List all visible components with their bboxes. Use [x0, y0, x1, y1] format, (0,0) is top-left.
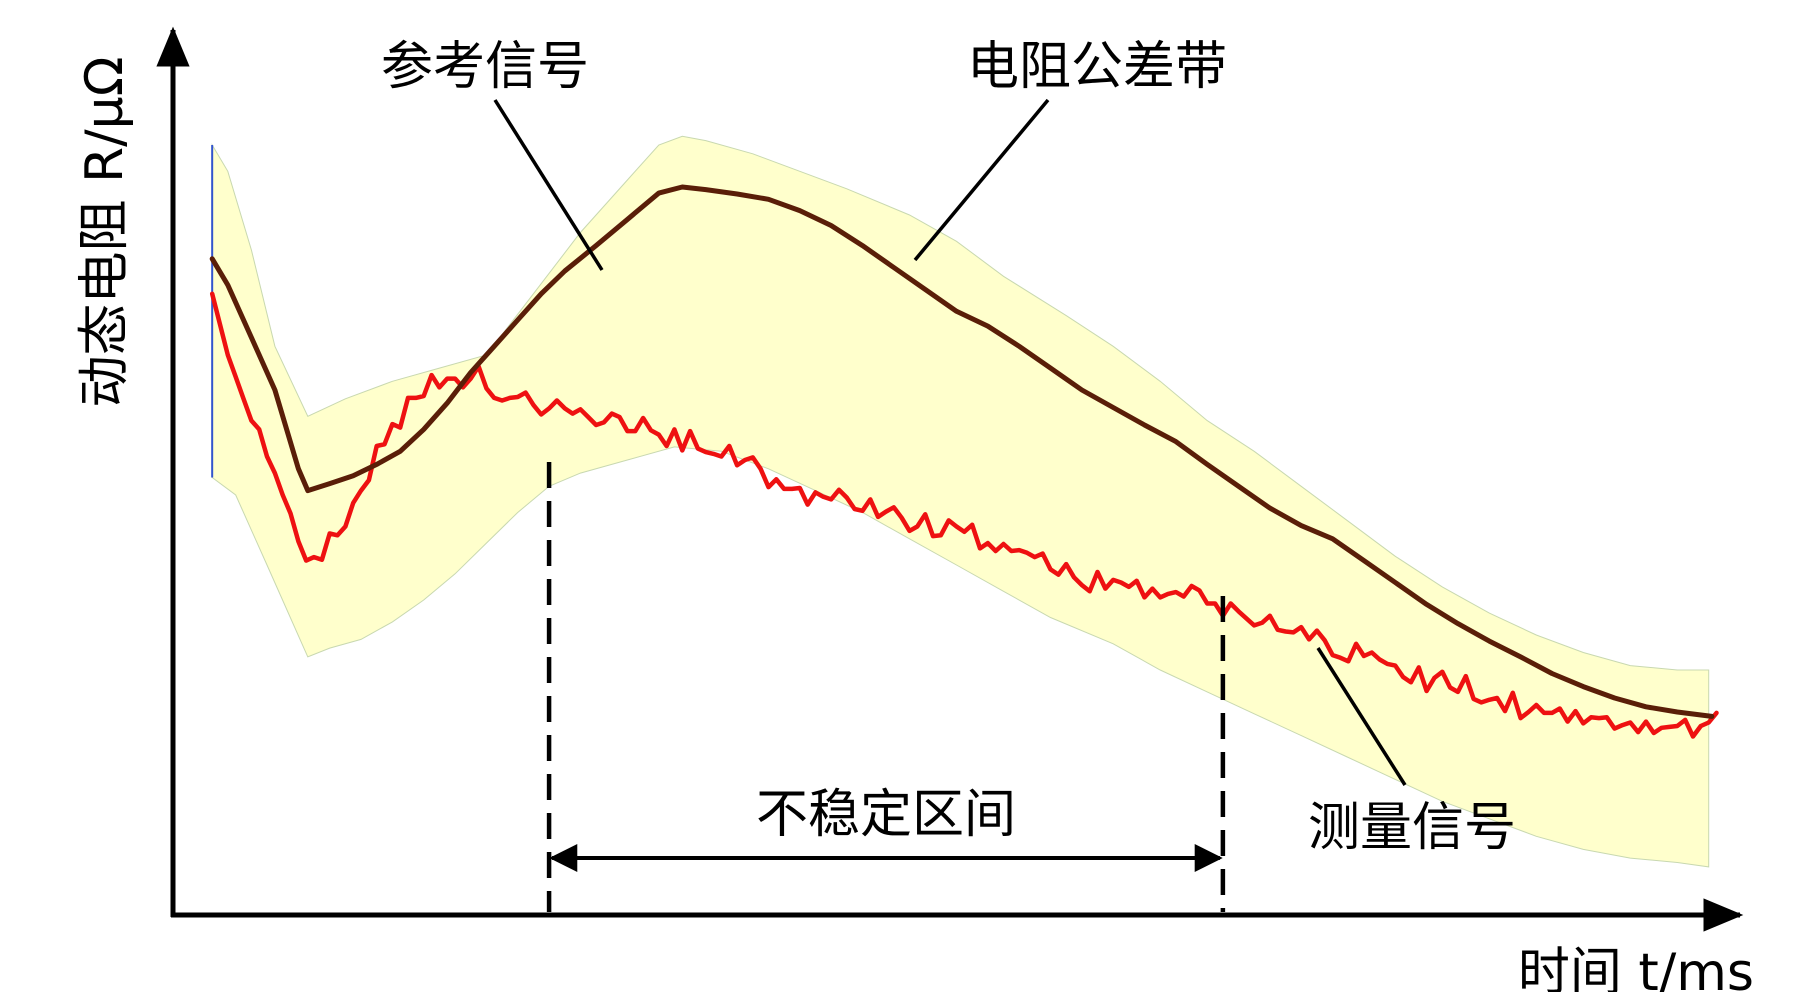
reference-signal-label: 参考信号 — [381, 37, 589, 97]
y-axis-title: 动态电阻 R/μΩ — [75, 56, 135, 407]
plot-area — [209, 135, 1719, 868]
reference-signal-line — [209, 184, 1715, 719]
unstable-interval-label: 不稳定区间 — [756, 785, 1016, 845]
reference-callout-leader — [493, 99, 604, 271]
band-callout-leader — [913, 98, 1050, 262]
measured-callout-leader — [1316, 647, 1407, 786]
measured-signal-label: 测量信号 — [1308, 798, 1516, 858]
tolerance-band-label: 电阻公差带 — [967, 37, 1227, 97]
tolerance-band — [211, 135, 1710, 868]
measured-signal-line — [209, 291, 1719, 739]
x-axis-title: 时间 t/ms — [1518, 943, 1754, 992]
